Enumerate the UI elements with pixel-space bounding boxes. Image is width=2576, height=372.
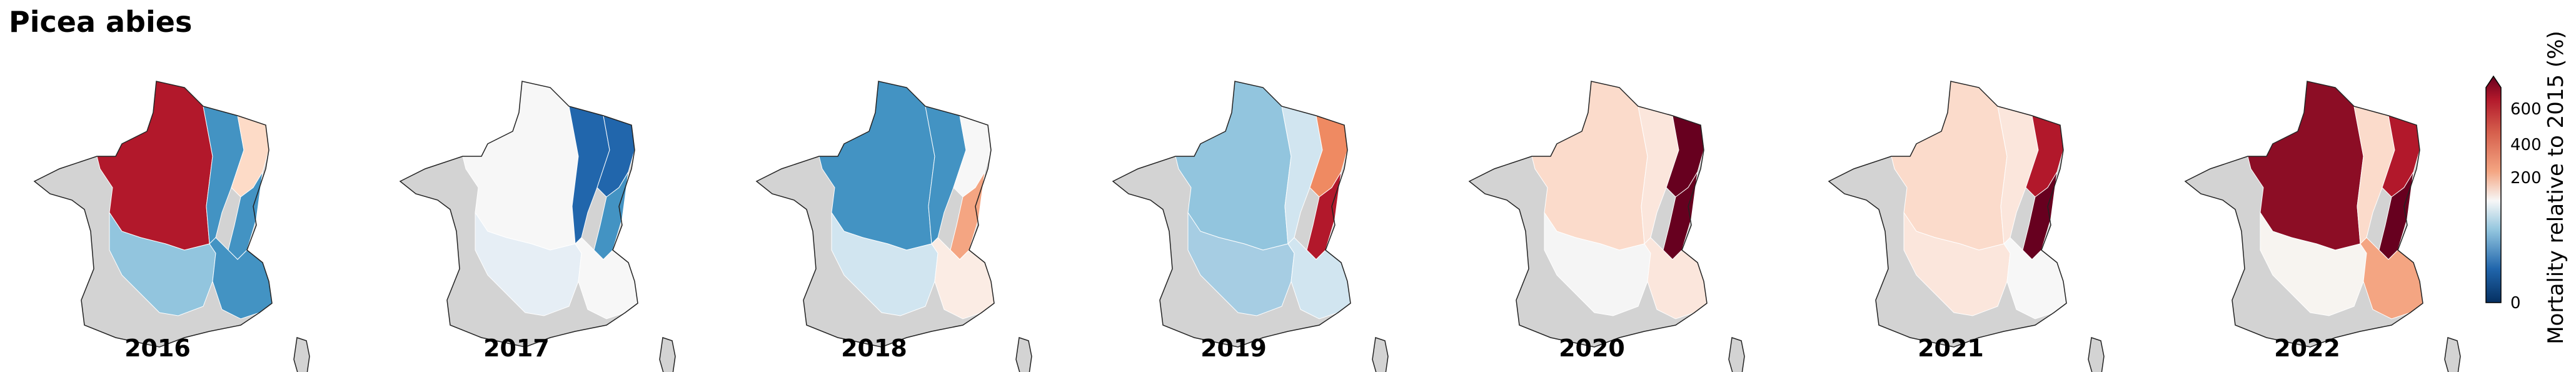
map-panel-2020 <box>1468 81 1745 372</box>
map-panel-2021 <box>1828 81 2105 372</box>
colorbar <box>2485 75 2502 303</box>
map-panel-2016 <box>33 81 310 372</box>
year-label-2022: 2022 <box>2274 334 2340 362</box>
corsica <box>1728 337 1745 372</box>
year-label-2018: 2018 <box>841 334 907 362</box>
corsica <box>293 337 310 372</box>
corsica <box>1015 337 1032 372</box>
colorbar-tick-200: 200 <box>2510 169 2542 188</box>
colorbar-tick-0: 0 <box>2510 294 2521 313</box>
map-panel-2017 <box>399 81 676 372</box>
colorbar-tick-600: 600 <box>2510 100 2542 119</box>
colorbar-label: Mortality relative to 2015 (%) <box>2543 31 2568 344</box>
corsica <box>2444 337 2461 372</box>
map-panel-2019 <box>1112 81 1389 372</box>
corsica <box>2088 337 2105 372</box>
map-panel-2018 <box>755 81 1032 372</box>
chart-title: Picea abies <box>9 5 193 39</box>
corsica <box>659 337 676 372</box>
year-label-2016: 2016 <box>124 334 191 362</box>
year-label-2020: 2020 <box>1559 334 1625 362</box>
year-label-2017: 2017 <box>483 334 550 362</box>
year-label-2019: 2019 <box>1200 334 1267 362</box>
map-panel-2022 <box>2184 81 2461 372</box>
year-label-2021: 2021 <box>1918 334 1984 362</box>
corsica <box>1372 337 1389 372</box>
colorbar-tick-400: 400 <box>2510 136 2542 154</box>
